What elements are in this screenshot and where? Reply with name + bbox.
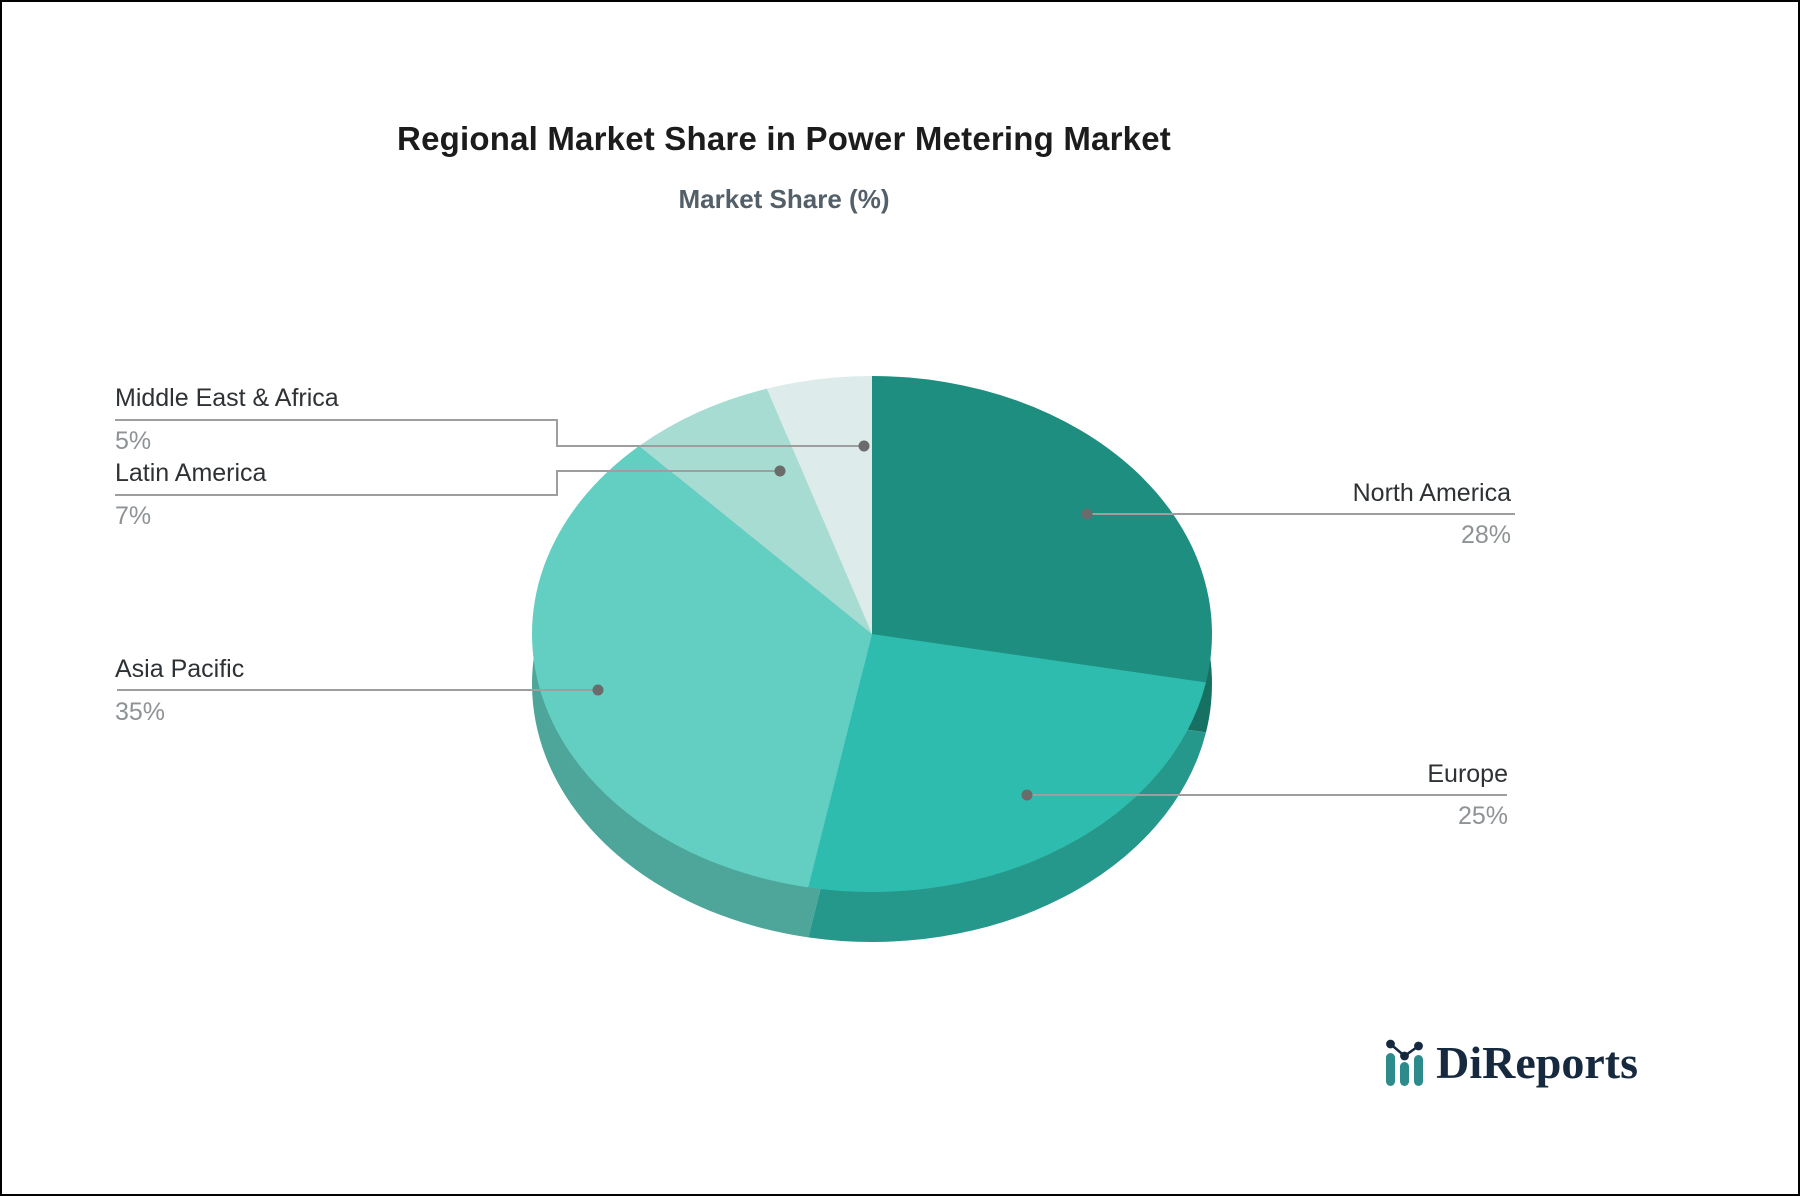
slice-label-middle-east-africa: Middle East & Africa: [115, 384, 339, 412]
leader-line-middle-east-africa: [115, 419, 864, 447]
bar-line-chart-icon: [1386, 1039, 1424, 1086]
slice-value-asia-pacific: 35%: [115, 698, 166, 726]
slice-label-latin-america: Latin America: [115, 459, 267, 487]
leader-dot-north-america: [1081, 508, 1093, 520]
leader-dot-asia-pacific: [592, 684, 604, 696]
slice-value-middle-east-africa: 5%: [115, 427, 152, 455]
leader-dot-latin-america: [774, 465, 786, 477]
leader-dot-europe: [1021, 789, 1033, 801]
slice-label-europe: Europe: [1427, 760, 1508, 788]
slice-value-latin-america: 7%: [115, 502, 152, 530]
direports-logo: DiReports: [1384, 1038, 1638, 1088]
chart-title: Regional Market Share in Power Metering …: [397, 120, 1171, 157]
leader-line-latin-america: [115, 470, 780, 496]
logo-text: DiReports: [1436, 1037, 1638, 1088]
pie-slice-middle-east-africa: [766, 376, 872, 634]
slice-value-europe: 25%: [1457, 802, 1508, 830]
chart-subtitle: Market Share (%): [678, 184, 890, 214]
pie-slice-north-america: [872, 376, 1212, 683]
slice-label-north-america: North America: [1352, 479, 1511, 507]
pie-slice-asia-pacific: [532, 445, 872, 888]
slice-label-asia-pacific: Asia Pacific: [115, 655, 245, 683]
leader-dot-middle-east-africa: [858, 440, 870, 452]
pie-slice-europe: [808, 634, 1206, 892]
pie-slice-latin-america: [639, 388, 872, 634]
slice-value-north-america: 28%: [1460, 521, 1511, 549]
